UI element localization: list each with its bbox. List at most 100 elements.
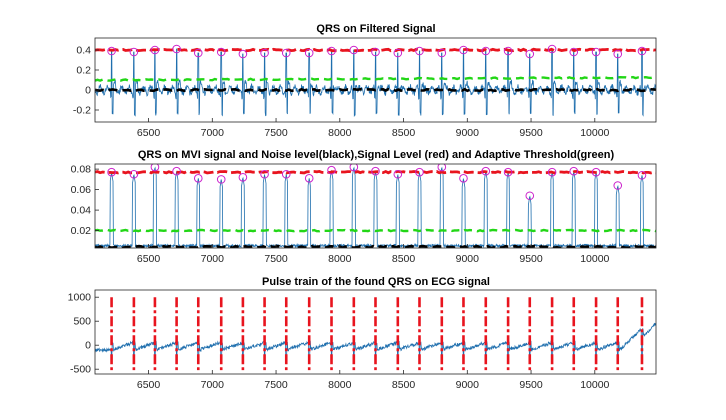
filtered-signal-peak-marker	[591, 47, 601, 57]
filtered-signal-peak-marker	[260, 48, 269, 58]
mvi-signal-peak-marker	[371, 166, 380, 176]
filtered-signal-xtick-label: 7000	[201, 127, 225, 139]
mvi-signal-xtick-label: 6500	[137, 253, 161, 265]
pulse-train-title: Pulse train of the found QRS on ECG sign…	[262, 276, 490, 288]
filtered-signal-peak-marker	[547, 44, 557, 54]
filtered-signal-noise-level-line	[95, 87, 656, 93]
mvi-signal-peak-marker	[569, 166, 579, 176]
mvi-signal-peak-marker	[260, 169, 269, 179]
mvi-signal-ytick-label: 0.02	[71, 225, 92, 237]
filtered-signal-peak-marker	[129, 47, 139, 57]
filtered-signal-plot-area	[95, 44, 656, 118]
mvi-signal-peak-marker	[129, 169, 139, 179]
filtered-signal-peak-marker	[437, 48, 447, 58]
pulse-train-xtick-label: 7500	[264, 379, 288, 391]
filtered-signal-peak-marker	[216, 47, 226, 57]
mvi-signal-subplot: QRS on MVI signal and Noise level(black)…	[71, 149, 657, 265]
mvi-signal-traces	[95, 164, 656, 248]
pulse-train-xtick-label: 6500	[137, 379, 161, 391]
filtered-signal-xtick-label: 9500	[519, 127, 543, 139]
mvi-signal-peak-marker	[591, 167, 601, 177]
mvi-signal-xtick-label: 10000	[580, 253, 609, 265]
mvi-signal-peak-marker	[437, 164, 447, 172]
pulse-train-ytick-label: 500	[73, 316, 91, 328]
filtered-signal-xtick-label: 7500	[264, 127, 288, 139]
mvi-signal-peak-marker	[547, 167, 557, 177]
filtered-signal-peak-marker	[193, 48, 203, 58]
pulse-train-ytick-label: 0	[85, 340, 91, 352]
mvi-signal-ytick-label: 0.08	[71, 164, 92, 176]
mvi-signal-xtick-label: 7500	[264, 253, 288, 265]
mvi-signal-peak-marker	[459, 174, 468, 183]
filtered-signal-peak-marker	[415, 46, 424, 56]
pulse-train-xtick-label: 9000	[456, 379, 480, 391]
mvi-signal-peak-marker	[525, 191, 535, 201]
pulse-train-ytick-label: -500	[70, 364, 91, 376]
mvi-signal-peak-marker	[503, 167, 513, 177]
filtered-signal-peak-marker	[637, 46, 647, 56]
filtered-signal-peak-marker	[281, 48, 291, 58]
filtered-signal-xtick-label: 9000	[456, 127, 480, 139]
pulse-train-plot-area	[95, 297, 656, 371]
pulse-train-xtick-label: 7000	[201, 379, 225, 391]
mvi-signal-peak-marker	[304, 174, 314, 183]
filtered-signal-xtick-label: 6500	[137, 127, 161, 139]
mvi-signal-xtick-label: 7000	[201, 253, 225, 265]
pulse-train-xtick-label: 8000	[328, 379, 352, 391]
filtered-signal-signal-level-line	[95, 47, 656, 53]
filtered-signal-peak-marker	[613, 49, 623, 59]
mvi-signal-peak-marker	[107, 167, 116, 177]
filtered-signal-peak-marker	[327, 46, 336, 56]
filtered-signal-peak-marker	[393, 48, 403, 58]
filtered-signal-peak-marker	[481, 46, 491, 56]
mvi-signal-xtick-label: 9000	[456, 253, 480, 265]
mvi-signal-threshold-line	[95, 228, 656, 233]
mvi-signal-peak-marker	[327, 165, 336, 175]
filtered-signal-peak-marker	[150, 45, 160, 55]
filtered-signal-subplot: QRS on Filtered Signal 6500 7000 7500 8000 8…	[73, 23, 657, 139]
filtered-signal-signal-trace	[95, 48, 656, 118]
mvi-signal-axes-box	[94, 163, 657, 249]
filtered-signal-peak-marker	[569, 47, 579, 57]
mvi-signal-xtick-label: 9500	[519, 253, 543, 265]
mvi-signal-peak-marker	[349, 164, 359, 172]
mvi-signal-peak-marker	[238, 173, 248, 182]
filtered-signal-title: QRS on Filtered Signal	[316, 23, 435, 35]
pulse-train-ytick-label: 1000	[68, 292, 92, 304]
filtered-signal-xtick-label: 8000	[328, 127, 352, 139]
filtered-signal-peak-marker	[304, 48, 314, 58]
pulse-train-subplot: Pulse train of the found QRS on ECG sign…	[68, 276, 657, 391]
filtered-signal-peak-marker	[503, 46, 513, 56]
mvi-signal-peak-marker	[150, 164, 160, 172]
filtered-signal-peak-marker	[107, 46, 116, 56]
filtered-signal-peak-marker	[172, 44, 181, 54]
filtered-signal-ytick-label: 0.4	[76, 45, 91, 57]
mvi-signal-peak-marker	[172, 166, 181, 176]
pulse-train-xtick-label: 9500	[519, 379, 543, 391]
filtered-signal-peak-marker	[238, 49, 248, 59]
pulse-train-axes-box	[94, 289, 657, 375]
filtered-signal-peak-marker	[371, 47, 380, 57]
mvi-signal-xtick-label: 8000	[328, 253, 352, 265]
pulse-train-traces	[95, 297, 656, 371]
mvi-signal-peak-marker	[481, 166, 491, 176]
mvi-signal-peak-marker	[216, 175, 226, 184]
mvi-signal-signal-level-line	[95, 169, 656, 175]
filtered-signal-xtick-label: 10000	[580, 127, 609, 139]
mvi-signal-peak-marker	[393, 169, 403, 179]
pulse-train-xtick-label: 8500	[392, 379, 416, 391]
filtered-signal-peak-marker	[459, 45, 468, 55]
filtered-signal-peak-marker	[349, 45, 359, 55]
filtered-signal-threshold-line	[95, 75, 656, 82]
mvi-signal-ytick-label: 0.06	[71, 184, 92, 196]
filtered-signal-ytick-label: -0.2	[73, 105, 91, 117]
filtered-signal-xtick-label: 8500	[392, 127, 416, 139]
filtered-signal-ytick-label: 0.2	[76, 65, 91, 77]
filtered-signal-axes-box	[94, 37, 657, 123]
mvi-signal-peak-marker	[415, 167, 424, 177]
filtered-signal-peak-marker	[525, 49, 535, 59]
mvi-signal-peak-marker	[613, 181, 623, 190]
mvi-signal-peak-marker	[193, 174, 203, 183]
mvi-signal-peak-marker	[637, 170, 647, 180]
